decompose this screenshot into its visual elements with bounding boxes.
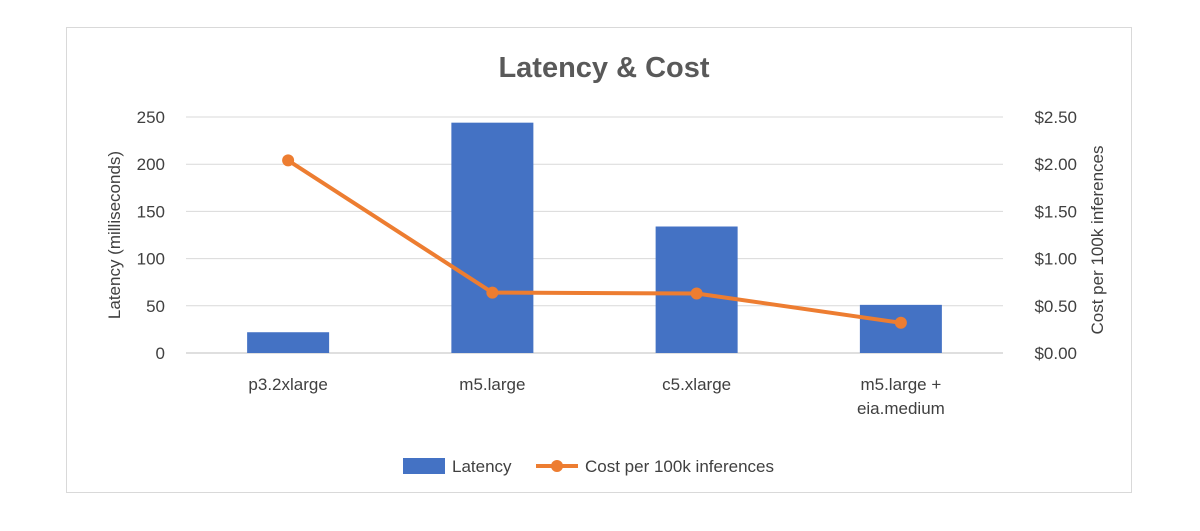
bar-series: [247, 122, 942, 353]
left-tick-label: 0: [156, 344, 165, 363]
right-axis-title: Cost per 100k inferences: [1088, 146, 1107, 335]
right-tick-label: $0.50: [1034, 297, 1077, 316]
legend-cost-label: Cost per 100k inferences: [585, 457, 774, 476]
x-tick-label: m5.large: [459, 375, 525, 394]
right-tick-label: $1.50: [1034, 202, 1077, 221]
cost-point: [486, 286, 499, 299]
x-tick-label: m5.large +: [860, 375, 941, 394]
left-tick-label: 150: [137, 202, 165, 221]
x-axis-ticks: p3.2xlarge m5.large c5.xlarge m5.large + eia…: [248, 375, 944, 418]
cost-point: [690, 287, 703, 300]
x-tick-label: c5.xlarge: [662, 375, 731, 394]
chart-title: Latency & Cost: [498, 52, 709, 84]
left-tick-label: 250: [137, 108, 165, 127]
x-tick-label: p3.2xlarge: [248, 375, 327, 394]
legend-cost-swatch-marker: [551, 460, 563, 472]
latency-bar: [451, 122, 534, 353]
left-tick-label: 50: [146, 297, 165, 316]
right-tick-label: $2.00: [1034, 155, 1077, 174]
legend-latency-label: Latency: [452, 457, 512, 476]
chart-frame: [66, 27, 1132, 493]
right-tick-label: $2.50: [1034, 108, 1077, 127]
line-series: [282, 154, 907, 329]
latency-bar: [859, 304, 942, 353]
cost-point: [894, 316, 907, 329]
left-axis-title: Latency (milliseconds): [105, 151, 124, 319]
legend: Latency Cost per 100k inferences: [403, 457, 774, 476]
cost-point: [282, 154, 295, 167]
left-tick-label: 100: [137, 250, 165, 269]
right-tick-label: $1.00: [1034, 250, 1077, 269]
legend-latency-swatch: [403, 458, 445, 474]
left-tick-label: 200: [137, 155, 165, 174]
right-axis-ticks: $0.00 $0.50 $1.00 $1.50 $2.00 $2.50: [1034, 108, 1077, 363]
right-tick-label: $0.00: [1034, 344, 1077, 363]
x-tick-label: eia.medium: [857, 399, 945, 418]
cost-line: [287, 158, 902, 325]
left-axis-ticks: 0 50 100 150 200 250: [137, 108, 165, 363]
latency-bar: [247, 332, 330, 353]
